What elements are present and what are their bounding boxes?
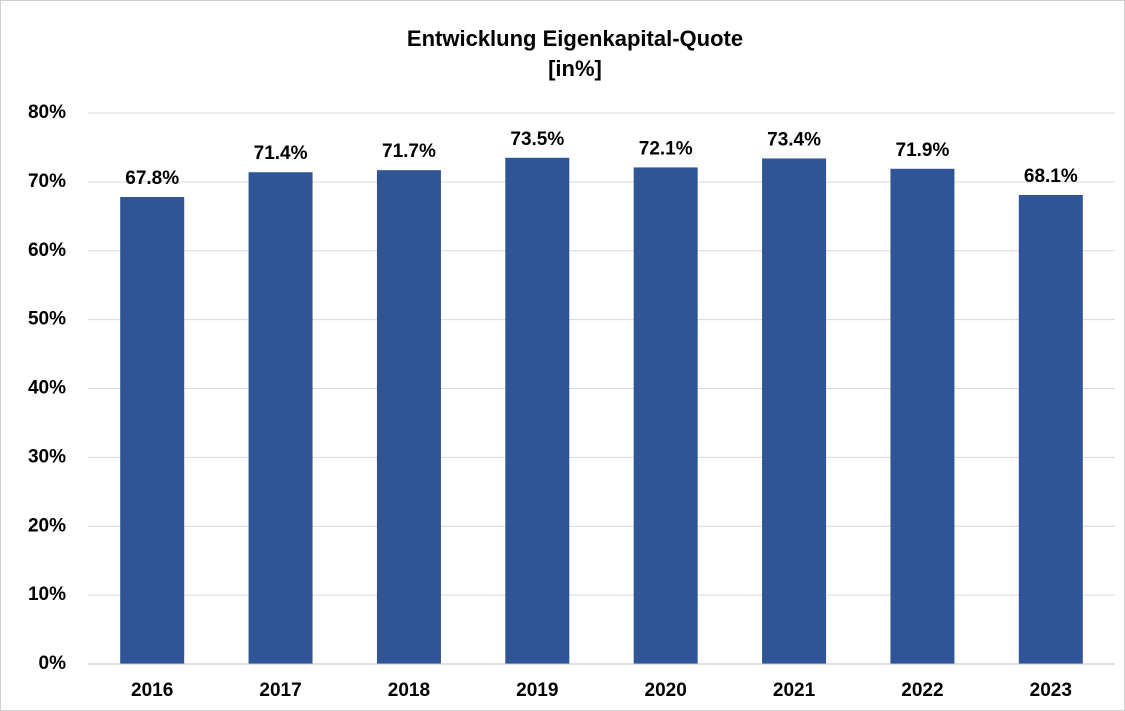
y-tick-label: 10% [28, 584, 66, 605]
data-label: 71.9% [896, 140, 950, 161]
y-tick-label: 20% [28, 515, 66, 536]
data-label: 68.1% [1024, 166, 1078, 187]
x-tick-label: 2018 [388, 680, 430, 701]
x-tick-label: 2022 [901, 680, 943, 701]
data-label: 71.4% [254, 143, 308, 164]
x-tick-label: 2023 [1030, 680, 1072, 701]
data-label: 71.7% [382, 141, 436, 162]
x-tick-label: 2019 [516, 680, 558, 701]
x-tick-label: 2016 [131, 680, 173, 701]
y-tick-label: 80% [28, 102, 66, 123]
bar [120, 197, 185, 664]
data-label: 67.8% [125, 168, 179, 189]
data-label: 73.4% [767, 129, 821, 150]
bar [376, 170, 441, 664]
bar [762, 158, 827, 664]
y-tick-label: 30% [28, 446, 66, 467]
bar [890, 168, 955, 664]
y-tick-label: 70% [28, 171, 66, 192]
bar [633, 167, 698, 664]
x-tick-label: 2017 [259, 680, 301, 701]
y-tick-label: 0% [39, 653, 67, 674]
x-tick-label: 2021 [773, 680, 816, 701]
data-label: 73.5% [510, 129, 564, 150]
y-tick-label: 40% [28, 378, 66, 399]
chart-title: Entwicklung Eigenkapital-Quote [407, 26, 743, 51]
y-tick-label: 60% [28, 240, 66, 261]
x-tick-label: 2020 [645, 680, 687, 701]
bar [248, 172, 313, 665]
chart-subtitle: [in%] [548, 56, 602, 81]
bar [505, 157, 570, 665]
y-tick-label: 50% [28, 309, 66, 330]
data-label: 72.1% [639, 138, 693, 159]
bar [1018, 194, 1083, 664]
